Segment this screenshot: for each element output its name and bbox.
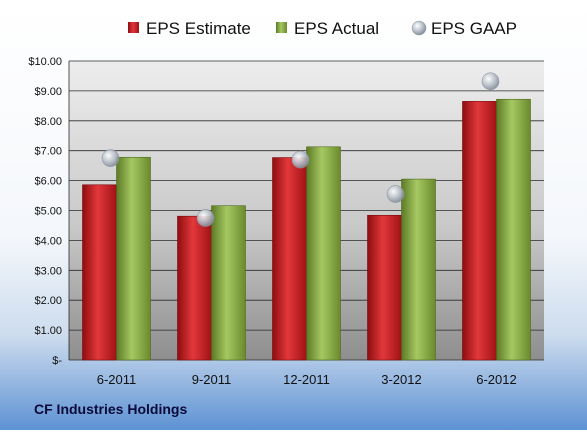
company-name: CF Industries Holdings [34,401,188,417]
legend-swatch [411,20,427,36]
actual-bar [116,156,151,361]
y-tick-label: $- [52,355,62,367]
estimate-bar [177,215,212,361]
legend-swatch [128,22,139,33]
actual-bar [211,205,246,361]
y-tick-label: $8.00 [34,116,62,128]
x-tick-labels: 6-2011 9-2011 12-2011 3-2012 6-2012 [97,372,517,387]
estimate-bar [367,214,402,361]
x-tick-label: 12-2011 [283,372,330,387]
estimate-bar [272,157,307,361]
y-tick-label: $7.00 [34,146,62,158]
legend-label: EPS Actual [294,19,379,38]
actual-bar [496,98,531,361]
y-tick-label: $1.00 [34,325,62,337]
y-tick-label: $2.00 [34,295,62,307]
gaap-point [386,185,405,203]
legend: EPS Estimate EPS Actual EPS GAAP [128,19,517,38]
x-tick-label: 6-2012 [476,372,516,387]
y-tick-label: $3.00 [34,265,62,277]
x-tick-label: 9-2011 [192,372,232,387]
y-tick-label: $10.00 [28,56,62,68]
estimate-bar [462,101,497,361]
gaap-point [196,209,215,227]
actual-bar [306,146,341,361]
legend-swatch [276,22,287,33]
gaap-point [101,149,120,167]
actual-bar [401,178,436,361]
y-tick-label: $5.00 [34,206,62,218]
gaap-point [291,150,310,169]
gaap-points [101,72,500,227]
legend-label: EPS Estimate [146,19,251,38]
y-tick-label: $4.00 [34,235,62,247]
estimate-bar [82,184,117,361]
x-tick-label: 6-2011 [97,372,137,387]
legend-label: EPS GAAP [431,19,517,38]
x-tick-label: 3-2012 [381,372,421,387]
y-tick-label: $6.00 [34,176,62,188]
y-tick-label: $9.00 [34,86,62,98]
bars [82,98,531,361]
y-tick-labels: $- $1.00 $2.00 $3.00 $4.00 $5.00 $6.00 $7.00 $8.… [28,56,62,367]
gaap-point [481,72,500,91]
